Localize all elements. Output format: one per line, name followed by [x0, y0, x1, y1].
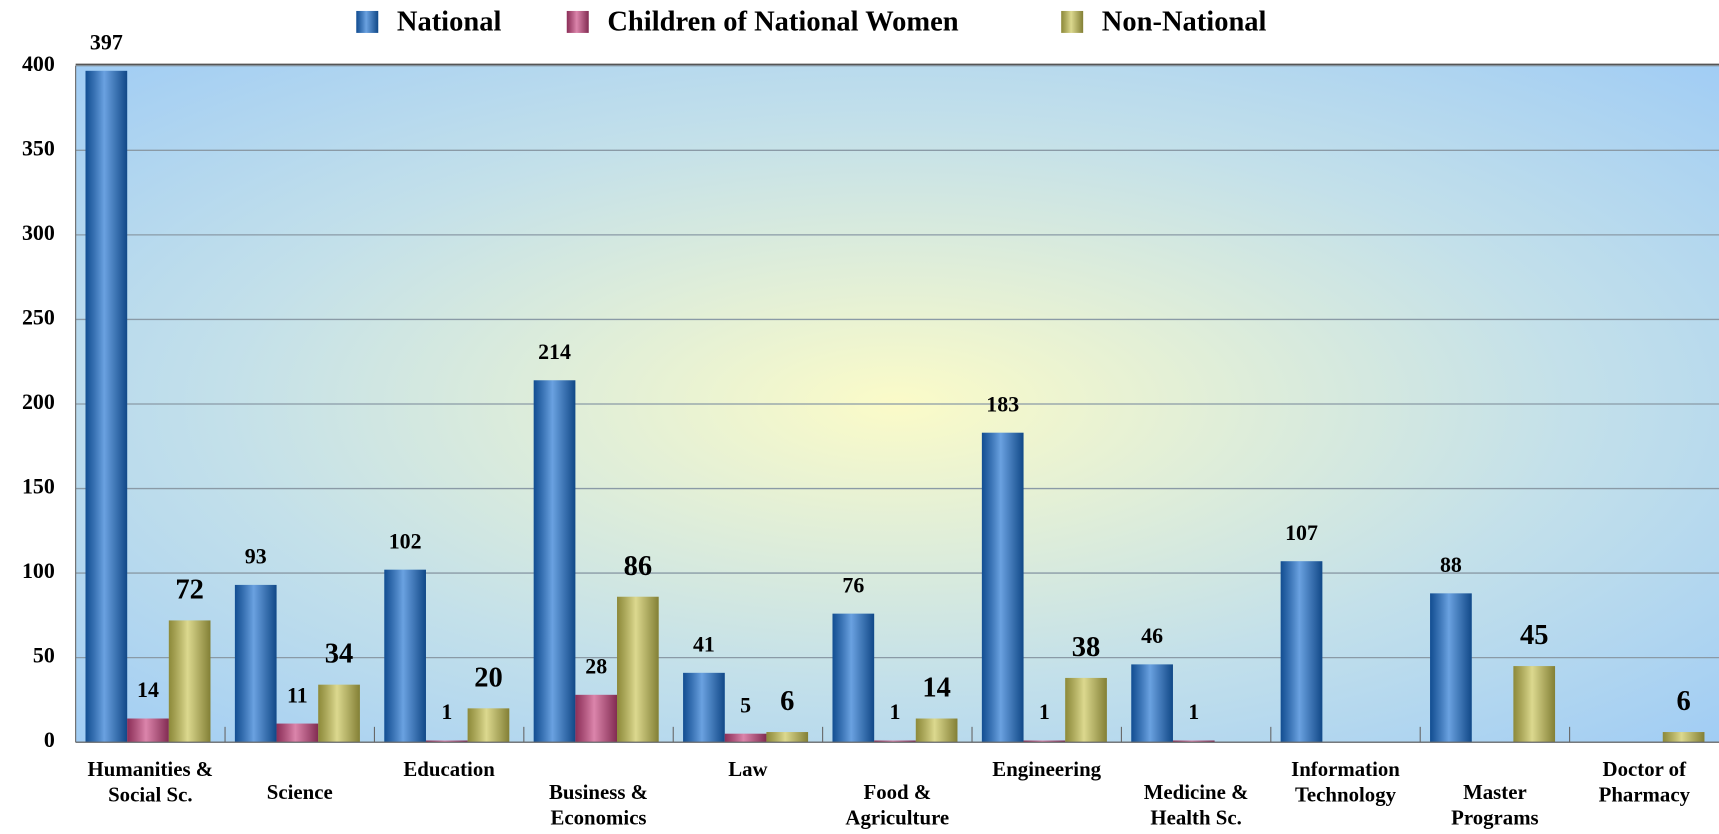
data-label: 28 [585, 654, 607, 679]
data-label: 88 [1440, 552, 1462, 577]
legend-swatch-shine [1061, 10, 1084, 33]
bar-shine [766, 732, 809, 743]
bar-shine [1513, 666, 1556, 743]
x-tick-label: Master Programs [1451, 781, 1539, 830]
data-label: 72 [175, 574, 204, 605]
x-tick-label: Medicine & Health Sc. [1143, 781, 1249, 830]
bar-shine [724, 733, 767, 743]
data-label: 5 [740, 692, 751, 717]
bar-shine [1065, 677, 1107, 743]
bar-shine [874, 740, 916, 743]
data-label: 397 [90, 30, 123, 55]
x-tick-label: Doctor of Pharmacy [1598, 758, 1690, 807]
bar-shine [127, 718, 169, 743]
data-label: 1 [1188, 699, 1199, 724]
data-label: 14 [922, 673, 951, 704]
x-tick-label: Food & Agriculture [845, 781, 950, 830]
data-label: 14 [137, 677, 159, 702]
data-label: 41 [693, 632, 715, 657]
data-label: 38 [1072, 632, 1101, 663]
bar-shine [276, 723, 319, 743]
y-tick-label: 300 [22, 220, 55, 245]
bar-shine [981, 432, 1024, 743]
bar-shine [384, 569, 426, 743]
y-tick-label: 100 [22, 558, 55, 583]
data-label: 6 [780, 686, 794, 717]
data-label: 102 [389, 528, 422, 553]
bar-shine [425, 740, 468, 743]
y-tick-label: 400 [22, 51, 55, 76]
data-label: 45 [1520, 620, 1549, 651]
y-tick-label: 350 [22, 135, 55, 160]
x-tick-label: Engineering [992, 758, 1102, 782]
bar-shine [1172, 740, 1215, 743]
bar-shine [1662, 732, 1705, 743]
bar-shine [467, 708, 510, 743]
data-label: 20 [474, 662, 503, 693]
data-label: 86 [624, 551, 653, 582]
bar-shine [1131, 664, 1173, 743]
data-label: 11 [287, 682, 308, 707]
legend-swatch-shine [566, 10, 589, 33]
x-tick-label: Science [266, 781, 333, 805]
x-tick-label: Education [403, 758, 495, 782]
legend-label: National [397, 7, 502, 38]
bar-shine [617, 596, 659, 743]
data-label: 34 [325, 639, 354, 670]
bar-shine [1280, 561, 1323, 743]
bar-shine [915, 718, 958, 743]
bar-shine [168, 620, 211, 743]
data-label: 183 [986, 391, 1019, 416]
y-tick-label: 200 [22, 389, 55, 414]
data-label: 1 [441, 699, 452, 724]
bar-shine [533, 380, 576, 743]
bar-shine [318, 684, 360, 743]
y-tick-label: 50 [33, 643, 55, 668]
bar-shine [832, 613, 875, 743]
data-label: 6 [1676, 686, 1690, 717]
bar-shine [1430, 593, 1472, 743]
x-tick-label: Business & Economics [549, 781, 649, 830]
data-label: 1 [890, 699, 901, 724]
bar-shine [85, 70, 128, 743]
legend-label: Children of National Women [607, 7, 958, 38]
x-tick-label: Information Technology [1291, 758, 1400, 807]
bar-shine [683, 672, 725, 743]
data-label: 46 [1141, 623, 1163, 648]
x-tick-label: Humanities & Social Sc. [87, 758, 214, 807]
legend-label: Non-National [1102, 7, 1267, 38]
y-tick-label: 0 [44, 727, 55, 752]
bar-shine [234, 584, 277, 743]
legend-swatch-shine [356, 10, 379, 33]
y-tick-label: 250 [22, 304, 55, 329]
data-label: 214 [538, 339, 571, 364]
data-label: 1 [1039, 699, 1050, 724]
bar-shine [1023, 740, 1066, 743]
data-label: 107 [1285, 520, 1318, 545]
y-tick-label: 150 [22, 474, 55, 499]
bar-shine [575, 694, 618, 743]
x-tick-label: Law [728, 758, 768, 782]
data-label: 93 [245, 544, 267, 569]
data-label: 76 [842, 572, 864, 597]
